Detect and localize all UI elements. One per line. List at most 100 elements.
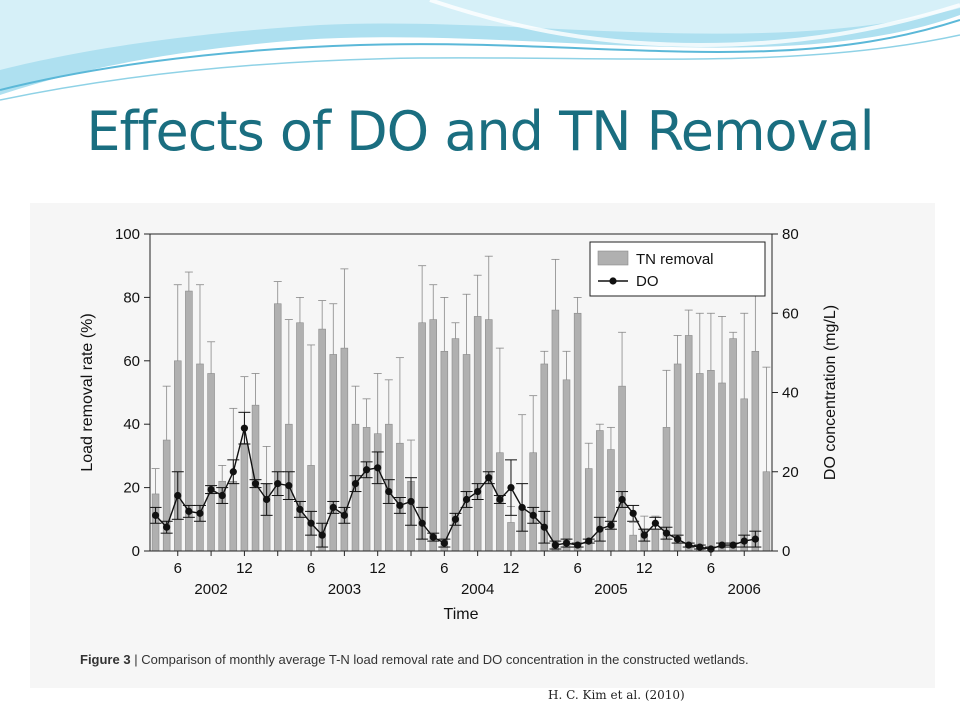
year-label: 2006 (728, 581, 761, 598)
bar-tn-removal (440, 350, 449, 552)
x-tick-label: 6 (573, 560, 581, 577)
point-do (296, 505, 304, 513)
bar-tn-removal (229, 480, 238, 552)
legend-line-marker (609, 277, 617, 285)
y2-tick-label: 20 (782, 464, 799, 481)
bar-tn-removal (651, 528, 660, 552)
point-do (285, 482, 293, 490)
y-tick-label: 100 (115, 226, 140, 243)
bar-tn-removal (307, 465, 315, 552)
bar-tn-removal (740, 398, 748, 552)
bar-tn-removal (696, 373, 704, 552)
point-do (507, 484, 515, 492)
x-tick-label: 12 (236, 560, 253, 577)
x-axis-title: Time (444, 606, 479, 623)
bar-tn-removal (373, 433, 382, 552)
y-tick-label: 80 (123, 289, 140, 306)
bar-tn-removal (618, 385, 626, 552)
point-do (174, 491, 182, 500)
bar-tn-removal (551, 309, 560, 552)
bar-tn-removal (762, 471, 771, 552)
point-do (229, 468, 237, 476)
bar-tn-removal (174, 360, 182, 552)
point-do (529, 511, 537, 519)
bar-tn-removal (240, 442, 249, 552)
figure-caption: Figure 3 | Comparison of monthly average… (80, 652, 749, 667)
point-do (729, 541, 737, 549)
point-do (440, 539, 448, 547)
legend-bar-label: TN removal (636, 251, 714, 268)
bar-tn-removal (729, 338, 737, 552)
point-do (640, 531, 648, 539)
chart: 0 20 40 60 80 100 0 20 40 60 80 6 12 6 12 6 12 6 12 6 2002 20… (79, 226, 839, 623)
point-do (751, 535, 759, 543)
year-label: 2003 (328, 581, 361, 598)
point-do (396, 501, 404, 510)
point-do (340, 511, 348, 519)
point-do (274, 480, 282, 488)
citation: H. C. Kim et al. (2010) (548, 688, 685, 702)
y-tick-label: 40 (123, 416, 140, 433)
point-do (662, 529, 671, 537)
point-do (651, 519, 659, 527)
bar-tn-removal (196, 363, 204, 552)
y-tick-label: 20 (123, 480, 140, 497)
x-tick-label: 12 (503, 560, 520, 577)
point-do (151, 511, 160, 519)
bar-tn-removal (629, 534, 637, 552)
bar-tn-removal (473, 316, 482, 552)
bar-tn-removal (273, 303, 282, 552)
bar-tn-removal (507, 522, 515, 552)
point-do (374, 464, 382, 472)
x-tick-label: 6 (174, 560, 182, 577)
point-do (618, 495, 626, 504)
decorative-wave-banner (0, 0, 960, 101)
point-do (385, 487, 393, 496)
point-do (240, 424, 249, 432)
point-do (418, 519, 426, 527)
point-do (485, 474, 493, 482)
point-do (685, 541, 693, 549)
point-do (462, 495, 471, 504)
x-tick-label: 12 (636, 560, 653, 577)
bar-tn-removal (707, 370, 715, 552)
figure-caption-text: Comparison of monthly average T-N load r… (141, 652, 749, 667)
point-do (496, 495, 504, 504)
bar-tn-removal (251, 404, 260, 552)
year-label: 2004 (461, 581, 494, 598)
point-do (307, 519, 315, 527)
bar-tn-removal (684, 335, 693, 552)
point-do (207, 485, 215, 494)
point-do (551, 541, 560, 549)
point-do (263, 495, 271, 504)
point-do (251, 480, 260, 488)
bar-tn-removal (751, 350, 760, 552)
point-do (185, 507, 193, 515)
point-do (451, 515, 460, 523)
point-do (574, 541, 582, 549)
point-do (673, 535, 682, 543)
point-do (585, 537, 593, 545)
point-do (696, 543, 704, 551)
bar-tn-removal (207, 373, 215, 552)
bar-tn-removal (573, 312, 582, 552)
point-do (351, 480, 360, 488)
point-do (740, 537, 748, 545)
x-tick-label: 12 (369, 560, 386, 577)
x-tick-label: 6 (440, 560, 448, 577)
bar-tn-removal (529, 452, 537, 552)
point-do (196, 509, 204, 517)
point-do (540, 523, 548, 531)
year-label: 2002 (194, 581, 227, 598)
point-do (318, 531, 326, 539)
x-tick-label: 6 (307, 560, 315, 577)
bar-tn-removal (673, 363, 682, 552)
figure-caption-separator: | (134, 652, 142, 667)
slide-title: Effects of DO and TN Removal (86, 100, 874, 163)
legend-line-label: DO (636, 273, 659, 290)
legend-bar-swatch (597, 250, 629, 266)
y2-axis-title: DO concentration (mg/L) (822, 305, 839, 480)
bar-tn-removal (607, 449, 615, 552)
point-do (607, 521, 615, 529)
point-do (407, 497, 415, 506)
